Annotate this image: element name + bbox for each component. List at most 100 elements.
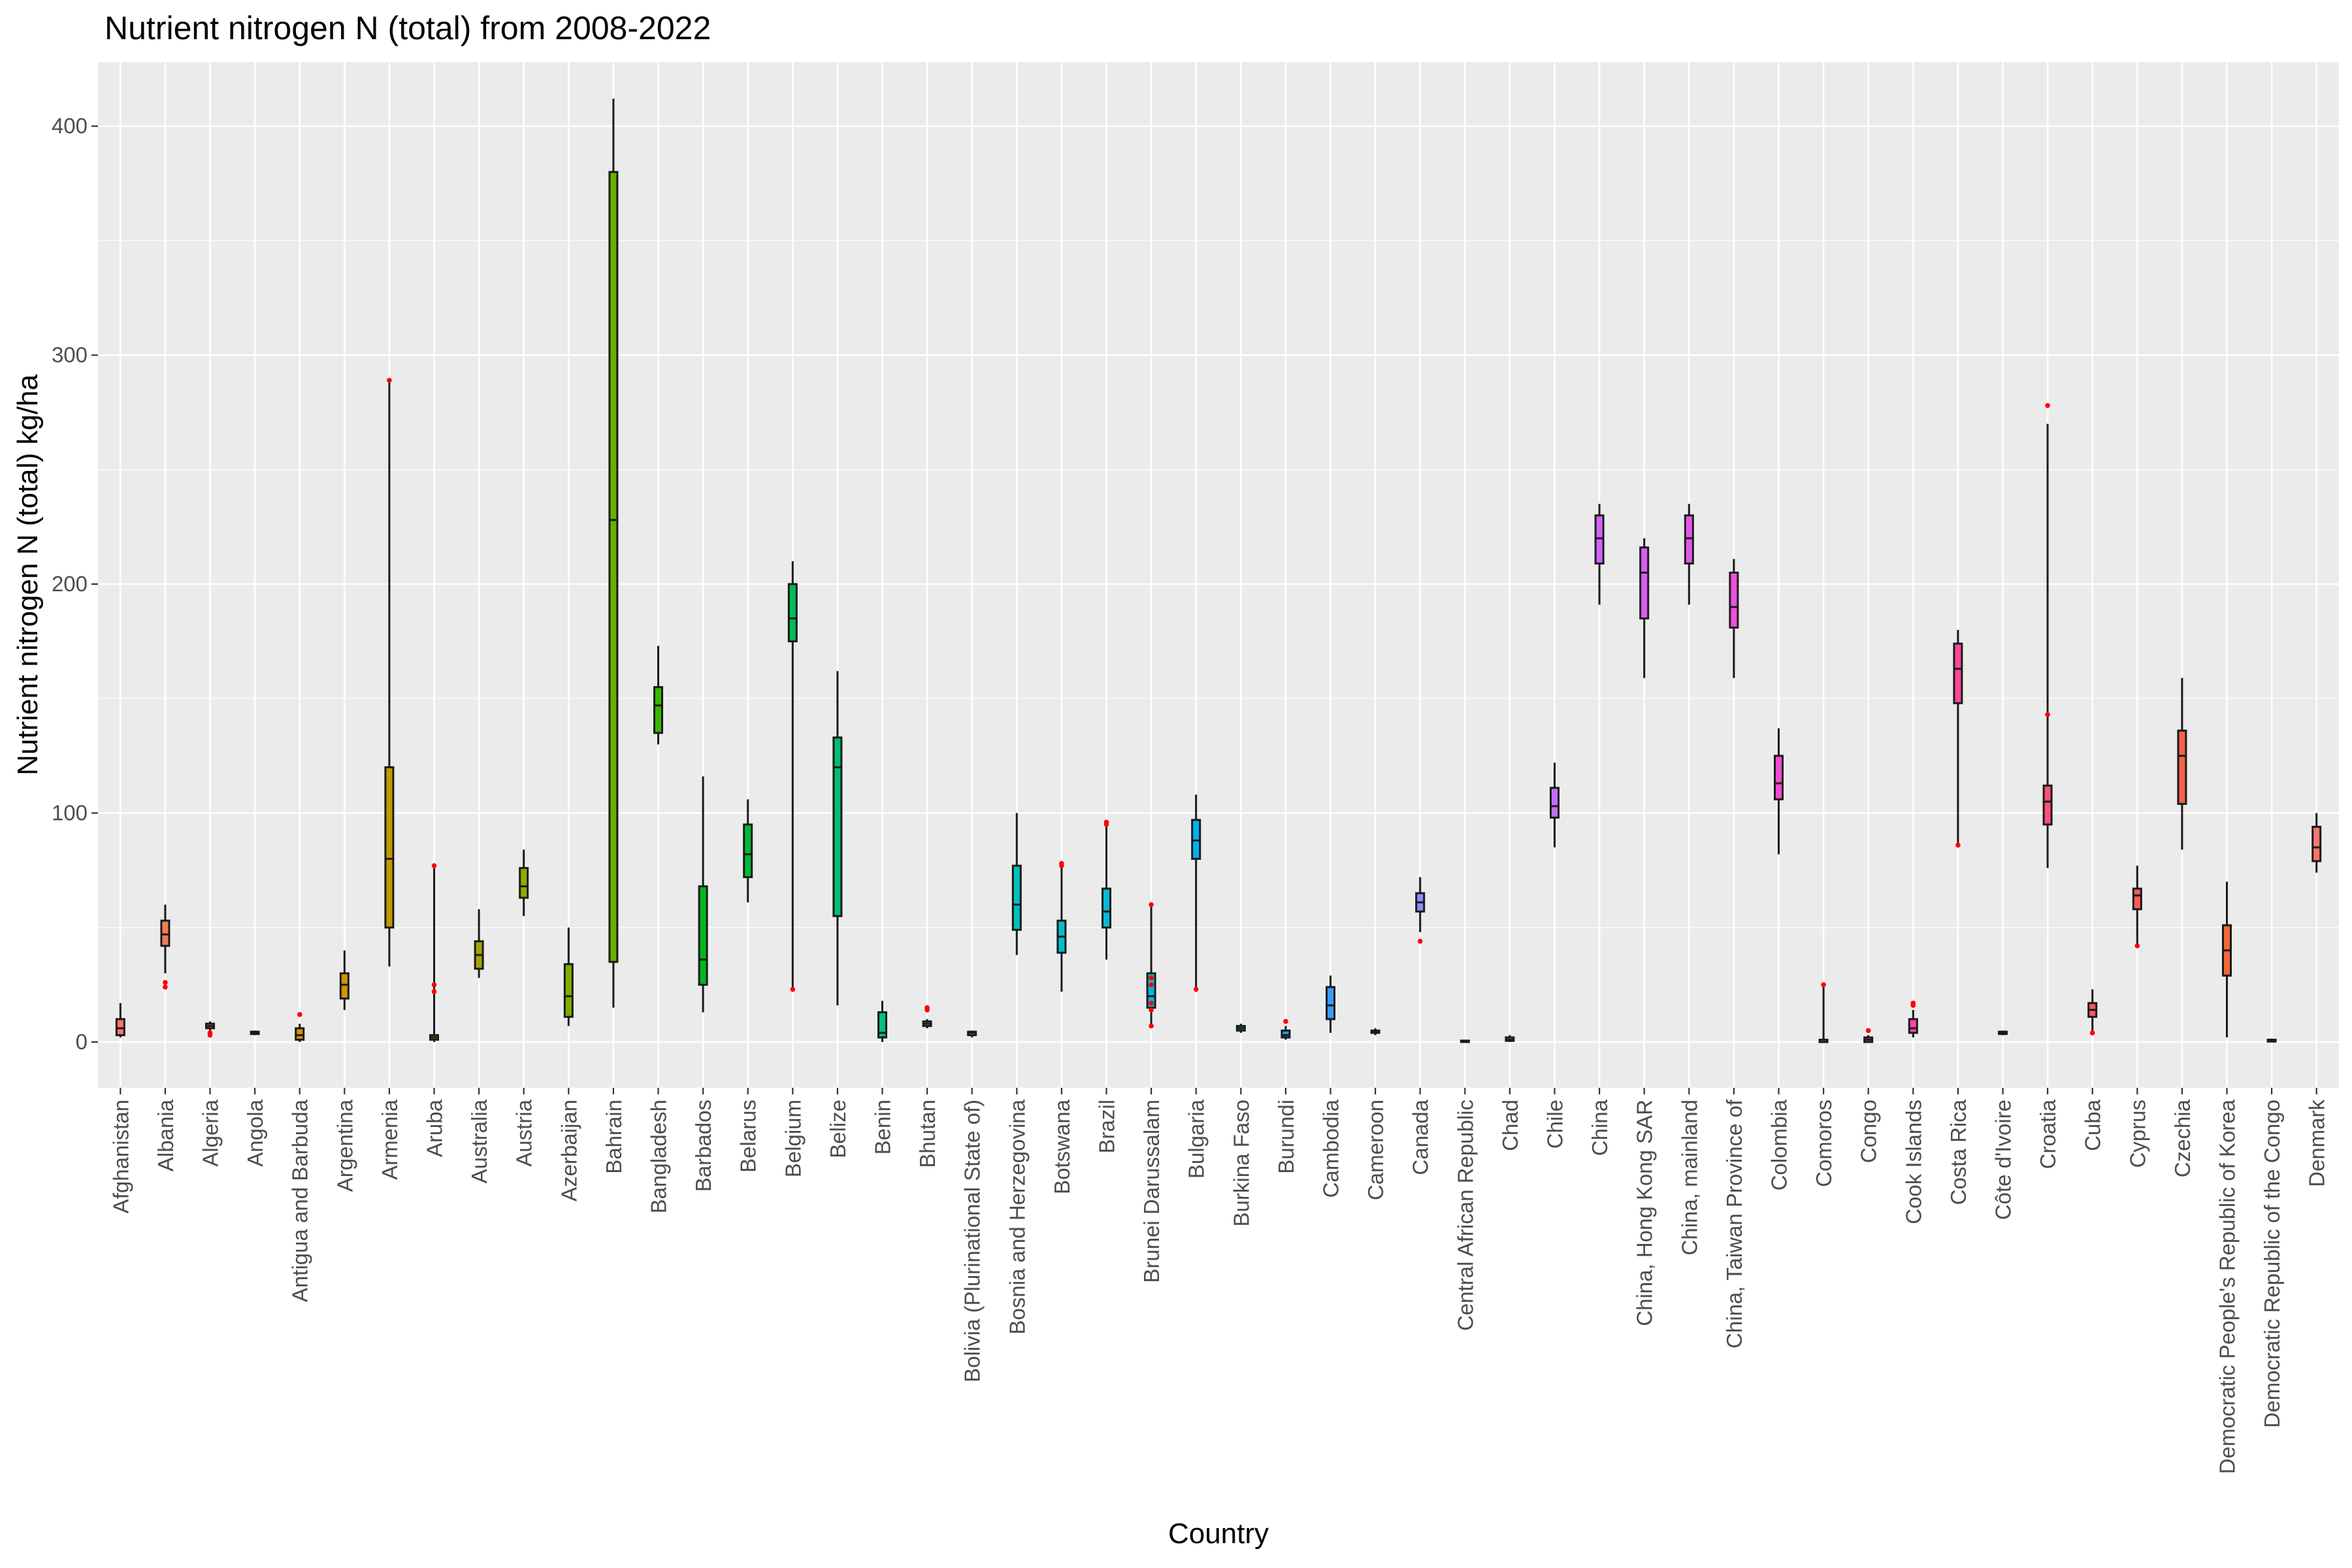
x-tick-label: Cook Islands [1901,1100,1925,1224]
box-group [1505,1035,1515,1042]
box-group [2177,678,2187,850]
outlier-point [1865,1028,1871,1034]
box [608,171,619,963]
box-group [1684,504,1694,605]
outlier-point [297,1012,302,1017]
y-tick-label: 100 [52,800,88,825]
box-group [2311,813,2322,873]
x-tick-label: Armenia [378,1099,402,1180]
box [2311,825,2322,862]
x-tick-label: Bahrain [602,1100,626,1174]
box-group [205,1021,215,1038]
boxes [115,99,2322,1043]
x-tick-label: Belarus [736,1100,760,1173]
outlier-point [2089,1030,2095,1036]
x-axis-label: Country [1168,1518,1269,1550]
x-tick-label: Bhutan [915,1100,939,1168]
box-group [2087,989,2098,1036]
box [1774,755,1784,800]
x-tick-label: Belize [826,1100,850,1158]
x-tick-label: Cameroon [1364,1100,1388,1200]
outlier-point [1417,938,1423,944]
box-group [250,1030,260,1036]
y-tick-label: 400 [52,114,88,138]
x-tick-label: Cambodia [1319,1099,1343,1198]
x-tick-label: Chad [1498,1100,1522,1151]
box [1953,642,1963,704]
box-group [1594,504,1605,605]
y-tick-label: 0 [76,1030,88,1054]
x-tick-label: Bosnia and Herzegovina [1005,1099,1029,1334]
box [743,823,753,879]
x-tick-label: Angola [243,1099,267,1166]
box [1011,864,1022,931]
box-group [2222,881,2232,1037]
x-tick-label: Barbados [691,1100,715,1192]
box-group [563,927,574,1026]
box [1102,887,1111,929]
box [563,963,574,1018]
outlier-point [1283,1019,1288,1024]
x-tick-label: Azerbaijan [557,1100,581,1201]
x-tick-label: Denmark [2305,1100,2329,1187]
x-tick-label: Botswana [1050,1099,1074,1194]
box-group [1729,559,1739,678]
box-group [295,1012,305,1042]
outlier-point [1149,1000,1154,1006]
x-tick-label: Aruba [423,1099,447,1157]
box-group [608,99,619,1008]
box [1326,986,1335,1021]
box [1281,1029,1291,1039]
x-tick-label: Croatia [2036,1099,2060,1169]
box [519,867,529,899]
box-group [653,645,663,745]
box [1639,546,1650,620]
x-tick-label: Bangladesh [647,1100,671,1213]
outlier-point [2045,402,2050,408]
box-group [877,1000,887,1042]
x-tick-label: China [1588,1099,1612,1156]
x-tick-label: Burkina Faso [1229,1100,1253,1226]
x-tick-label: Central African Republic [1453,1100,1477,1331]
box-group [2042,402,2053,868]
box-group [1774,728,1784,855]
y-axis: 0 100 200 300 400 [52,114,98,1054]
box-group [1011,813,1022,955]
outlier-point [431,863,437,868]
box [1550,787,1560,819]
box [115,1018,125,1036]
outlier-point [163,979,168,985]
box [1684,514,1694,564]
box-group [922,1005,932,1028]
box-group [1863,1028,1874,1043]
outlier-point [1955,842,1961,848]
box-group [474,909,484,978]
x-tick-label: China, Taiwan Province of [1722,1099,1746,1348]
box-group [1953,630,1963,848]
x-tick-label: Bolivia (Plurinational State of) [960,1100,985,1382]
box [1594,514,1605,564]
box-group [1281,1019,1291,1040]
y-tick-label: 200 [52,572,88,596]
x-tick-label: Democratic Republic of the Congo [2260,1100,2284,1428]
box-group [1235,1023,1246,1033]
outlier-point [1103,819,1109,825]
box-group [1102,819,1111,960]
outlier-point [1059,860,1064,866]
x-tick-label: Brunei Darussalam [1139,1100,1164,1283]
box-group [1550,762,1560,848]
x-tick-label: China, mainland [1677,1100,1701,1255]
outlier-point [431,989,437,994]
box [653,686,663,734]
x-tick-label: China, Hong Kong SAR [1633,1100,1657,1326]
x-tick-label: Brazil [1095,1100,1119,1154]
box-group [967,1030,977,1037]
box-group [1326,975,1335,1033]
outlier-point [1149,982,1154,988]
outlier-point [431,982,437,988]
outlier-point [790,987,796,992]
x-tick-label: Australia [467,1099,491,1183]
x-tick-label: Cuba [2081,1099,2105,1151]
box [295,1027,305,1041]
